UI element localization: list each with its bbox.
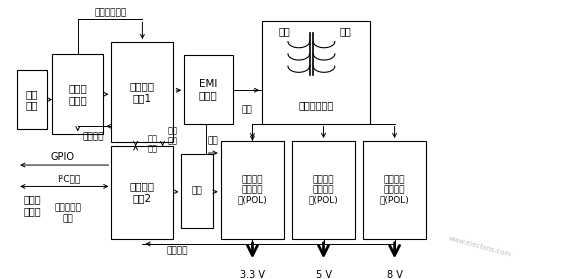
Text: GPIO: GPIO: [51, 152, 75, 162]
Bar: [184, 56, 233, 124]
Text: EMI
滤波器: EMI 滤波器: [199, 79, 217, 100]
Text: 失效
停机: 失效 停机: [168, 126, 178, 145]
Text: 使能: 使能: [242, 106, 252, 115]
Bar: [262, 21, 370, 124]
Text: 到板上
处理器: 到板上 处理器: [24, 194, 41, 216]
Text: 状态
数据: 状态 数据: [147, 134, 157, 153]
Text: 定序: 定序: [192, 187, 202, 196]
Text: 原边: 原边: [279, 27, 291, 37]
Text: I²C总线: I²C总线: [57, 175, 80, 184]
Text: 市电
输入: 市电 输入: [26, 89, 38, 110]
Bar: [111, 42, 173, 142]
Text: 电源管理
模块1: 电源管理 模块1: [130, 81, 155, 103]
Text: 保险检控: 保险检控: [83, 133, 105, 141]
Text: 使能: 使能: [208, 136, 219, 145]
Text: 非隔离负
载点转换
器(POL): 非隔离负 载点转换 器(POL): [309, 175, 338, 205]
Text: 整流桥
保险管: 整流桥 保险管: [69, 83, 87, 105]
Text: 隔离型变换器: 隔离型变换器: [298, 100, 334, 110]
Text: 状态、控制
信息: 状态、控制 信息: [55, 203, 82, 223]
Text: 8 V: 8 V: [387, 270, 402, 279]
Text: 输出监视: 输出监视: [166, 246, 188, 255]
Text: 功率因数监测: 功率因数监测: [94, 8, 126, 17]
Bar: [292, 141, 355, 239]
Text: www.elecfans.com: www.elecfans.com: [448, 235, 513, 258]
Bar: [363, 141, 427, 239]
Bar: [17, 70, 47, 129]
Text: 副边: 副边: [339, 27, 351, 37]
Text: 非隔离负
载点转换
器(POL): 非隔离负 载点转换 器(POL): [380, 175, 410, 205]
Text: 电源管理
模块2: 电源管理 模块2: [130, 182, 155, 203]
Text: 3.3 V: 3.3 V: [240, 270, 265, 279]
Text: 5 V: 5 V: [315, 270, 332, 279]
Bar: [182, 154, 212, 228]
Text: 非隔离负
载点转换
器(POL): 非隔离负 载点转换 器(POL): [238, 175, 268, 205]
Bar: [221, 141, 284, 239]
Bar: [52, 54, 103, 134]
Bar: [111, 146, 173, 239]
